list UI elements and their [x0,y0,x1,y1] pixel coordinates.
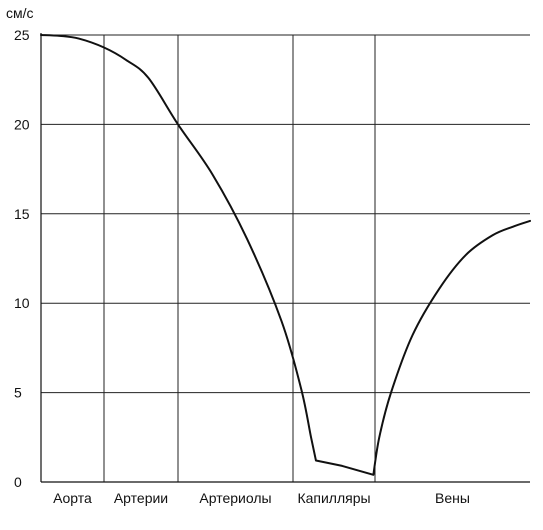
grid-layer [41,34,530,482]
x-category-label-1: Артерии [114,490,168,506]
series-layer [40,34,531,476]
y-tick-label-10: 10 [14,295,30,311]
y-tick-label-20: 20 [14,116,30,132]
y-axis-unit-label: см/с [6,5,34,21]
x-category-label-0: Аорта [53,490,92,506]
series-line-0 [40,34,531,476]
x-category-labels: Аорта Артерии Артериолы Капилляры Вены [53,490,470,506]
x-category-label-4: Вены [435,490,470,506]
x-category-label-2: Артериолы [199,490,271,506]
y-tick-label-5: 5 [14,385,22,401]
y-tick-label-15: 15 [14,206,30,222]
x-category-label-3: Капилляры [297,490,370,506]
y-tick-label-25: 25 [14,27,30,43]
y-tick-labels: 0 5 10 15 20 25 [14,27,30,490]
frame-layer [40,33,530,483]
y-tick-label-0: 0 [14,474,22,490]
